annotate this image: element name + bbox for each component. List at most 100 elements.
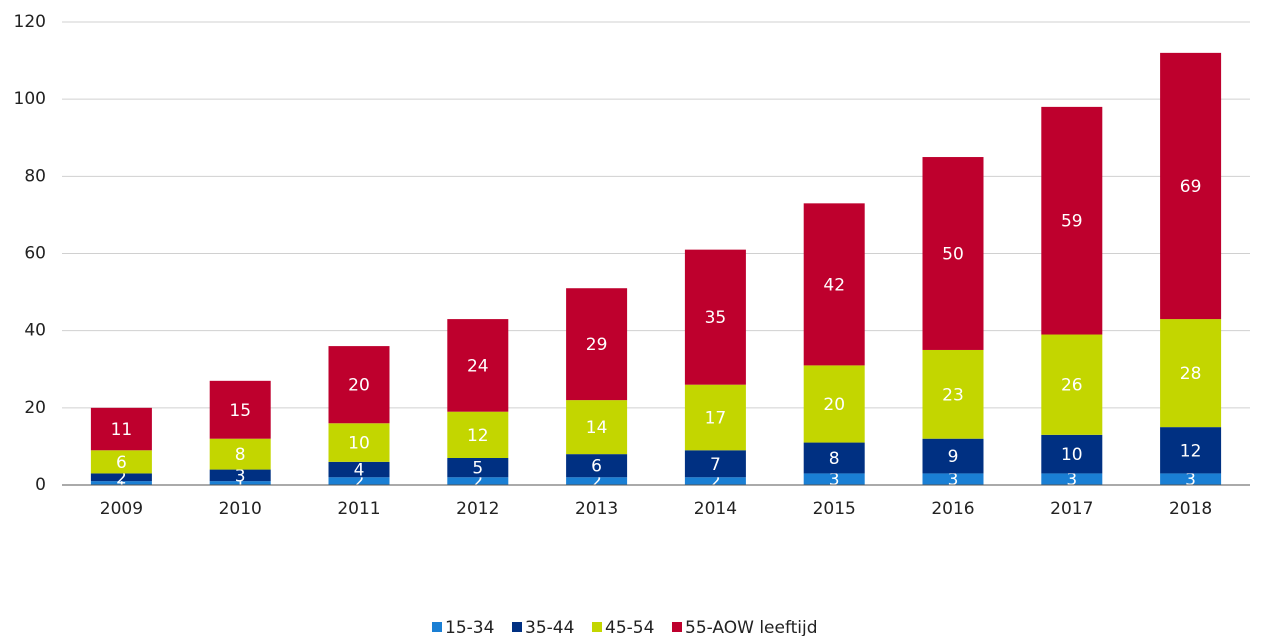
x-tick-label: 2010 <box>219 499 262 519</box>
bar-segment <box>922 349 984 439</box>
bar-segment <box>328 423 390 462</box>
data-label: 15 <box>229 401 251 421</box>
data-label: 28 <box>1180 364 1202 384</box>
x-tick-label: 2011 <box>337 499 380 519</box>
bar-segment <box>209 380 271 439</box>
data-label: 9 <box>948 447 959 467</box>
data-label: 6 <box>116 453 127 473</box>
bar-segment <box>684 249 746 385</box>
data-label: 26 <box>1061 376 1083 396</box>
x-tick-label: 2014 <box>694 499 737 519</box>
data-label: 3 <box>1066 470 1077 490</box>
legend-label: 45-54 <box>605 618 654 636</box>
data-label: 10 <box>348 434 370 454</box>
bar-segment <box>90 473 152 482</box>
y-tick-label: 100 <box>14 89 46 109</box>
data-label: 2 <box>710 472 721 492</box>
data-label: 17 <box>705 408 727 428</box>
bar-segment <box>328 461 390 478</box>
data-label: 24 <box>467 356 489 376</box>
y-tick-label: 0 <box>35 475 46 495</box>
bar-segment <box>328 477 390 485</box>
bar-segment <box>922 473 984 485</box>
data-label: 20 <box>823 395 845 415</box>
x-tick-label: 2012 <box>456 499 499 519</box>
data-label: 3 <box>1185 470 1196 490</box>
bar-segment <box>1041 106 1103 335</box>
legend-swatch <box>432 622 442 632</box>
data-label: 2 <box>472 472 483 492</box>
bar-segment <box>566 454 628 478</box>
data-label: 12 <box>1180 441 1202 461</box>
bar-segment <box>1160 52 1222 320</box>
data-label: 2 <box>116 468 127 488</box>
bar-segment <box>1160 319 1222 428</box>
data-label: 3 <box>829 470 840 490</box>
data-label: 11 <box>111 420 133 440</box>
x-tick-label: 2015 <box>813 499 856 519</box>
legend-label: 55-AOW leeftijd <box>685 618 818 636</box>
y-tick-label: 20 <box>24 398 46 418</box>
bar-segment <box>922 157 984 350</box>
bar-segment <box>90 450 152 474</box>
data-label: 29 <box>586 335 608 355</box>
data-label: 2 <box>354 472 365 492</box>
data-label: 6 <box>591 457 602 477</box>
bar-segment <box>447 411 509 458</box>
bar-segment <box>90 481 152 485</box>
bar-segment <box>1160 427 1222 474</box>
legend-swatch <box>592 622 602 632</box>
data-label: 69 <box>1180 177 1202 197</box>
legend-label: 15-34 <box>445 618 494 636</box>
x-tick-label: 2013 <box>575 499 618 519</box>
data-label: 1 <box>235 474 246 494</box>
bar-segment <box>922 438 984 474</box>
bar-segment <box>566 400 628 455</box>
bar-segment <box>209 469 271 482</box>
data-label: 3 <box>235 466 246 486</box>
data-label: 8 <box>235 445 246 465</box>
data-label: 50 <box>942 245 964 265</box>
bar-segment <box>684 477 746 485</box>
data-label: 3 <box>948 470 959 490</box>
bar-segment <box>1041 473 1103 485</box>
data-label: 10 <box>1061 445 1083 465</box>
bar-segment <box>1041 334 1103 435</box>
data-label: 1 <box>116 474 127 494</box>
x-tick-label: 2018 <box>1169 499 1212 519</box>
bar-segment <box>447 457 509 478</box>
bar-segment <box>447 319 509 412</box>
data-label: 23 <box>942 385 964 405</box>
bar-segment <box>684 384 746 451</box>
x-tick-label: 2016 <box>931 499 974 519</box>
legend-label: 35-44 <box>525 618 574 636</box>
x-tick-label: 2017 <box>1050 499 1093 519</box>
x-tick-label: 2009 <box>100 499 143 519</box>
data-label: 5 <box>472 459 483 479</box>
bar-segment <box>803 203 865 366</box>
bar-segment <box>684 450 746 478</box>
bar-segment <box>209 481 271 485</box>
y-tick-label: 40 <box>24 321 46 341</box>
data-label: 42 <box>823 275 845 295</box>
y-tick-label: 60 <box>24 244 46 264</box>
bar-segment <box>566 477 628 485</box>
bar-segment <box>803 473 865 485</box>
data-label: 4 <box>354 461 365 481</box>
bar-segment <box>803 442 865 474</box>
data-label: 20 <box>348 376 370 396</box>
data-label: 59 <box>1061 212 1083 232</box>
data-label: 14 <box>586 418 608 438</box>
bar-segment <box>209 438 271 470</box>
bar-segment <box>803 365 865 443</box>
bar-segment <box>328 346 390 424</box>
bar-segment <box>1160 473 1222 485</box>
bar-segment <box>447 477 509 485</box>
data-label: 12 <box>467 426 489 446</box>
y-tick-label: 80 <box>24 166 46 186</box>
data-label: 2 <box>591 472 602 492</box>
bar-segment <box>566 288 628 401</box>
data-label: 7 <box>710 455 721 475</box>
legend-swatch <box>512 622 522 632</box>
